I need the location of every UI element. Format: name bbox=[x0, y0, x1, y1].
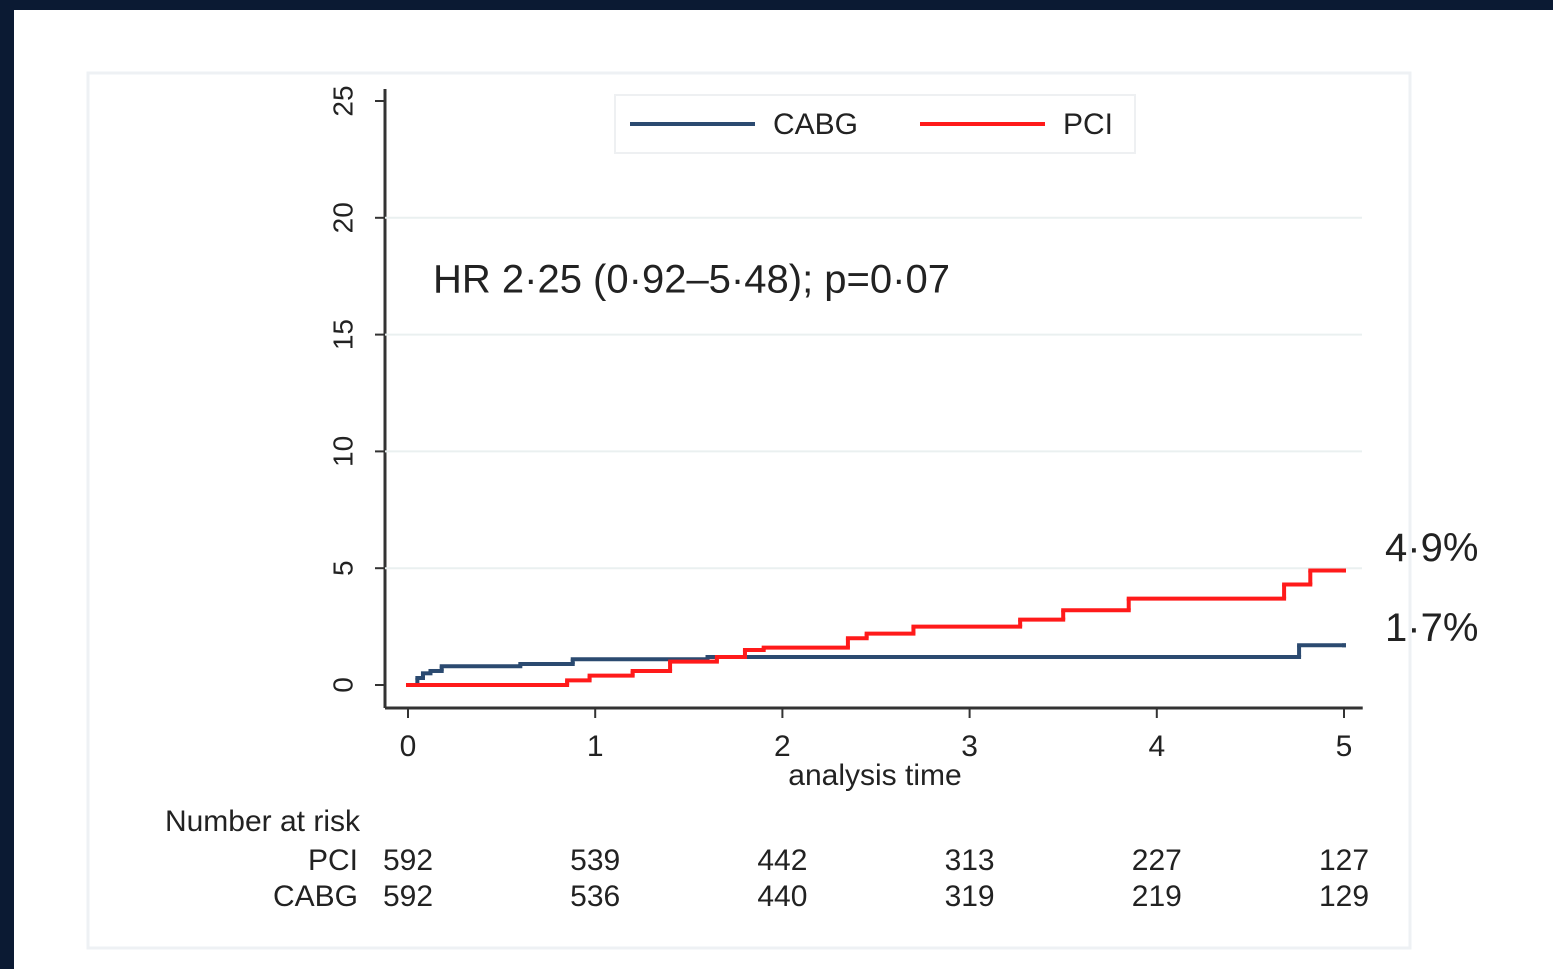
x-tick-label: 3 bbox=[961, 730, 978, 763]
risk-value: 592 bbox=[383, 844, 433, 877]
end-label: 1·7% bbox=[1385, 606, 1478, 650]
x-tick-label: 2 bbox=[774, 730, 791, 763]
y-tick-label: 25 bbox=[327, 85, 358, 116]
risk-value: 440 bbox=[757, 880, 807, 913]
risk-value: 313 bbox=[945, 844, 995, 877]
annotation: HR 2·25 (0·92–5·48); p=0·07 bbox=[433, 258, 950, 302]
risk-value: 592 bbox=[383, 880, 433, 913]
risk-value: 129 bbox=[1319, 880, 1369, 913]
x-tick-label: 1 bbox=[587, 730, 604, 763]
legend-label: PCI bbox=[1063, 108, 1113, 141]
x-axis-label: analysis time bbox=[788, 759, 961, 792]
risk-table-title: Number at risk bbox=[165, 805, 361, 838]
risk-row-name: PCI bbox=[308, 844, 358, 877]
panel bbox=[14, 10, 1553, 969]
risk-value: 536 bbox=[570, 880, 620, 913]
risk-value: 219 bbox=[1132, 880, 1182, 913]
risk-value: 127 bbox=[1319, 844, 1369, 877]
risk-row-name: CABG bbox=[273, 880, 358, 913]
y-tick-label: 15 bbox=[327, 319, 358, 350]
end-label: 4·9% bbox=[1385, 526, 1478, 570]
x-tick-label: 4 bbox=[1148, 730, 1165, 763]
x-tick-label: 5 bbox=[1336, 730, 1353, 763]
legend-label: CABG bbox=[773, 108, 858, 141]
y-tick-label: 10 bbox=[327, 436, 358, 467]
risk-value: 442 bbox=[757, 844, 807, 877]
x-tick-label: 0 bbox=[400, 730, 417, 763]
risk-value: 539 bbox=[570, 844, 620, 877]
y-tick-label: 5 bbox=[327, 560, 358, 576]
plot-frame bbox=[86, 71, 1412, 950]
y-tick-label: 20 bbox=[327, 202, 358, 233]
risk-value: 227 bbox=[1132, 844, 1182, 877]
risk-value: 319 bbox=[945, 880, 995, 913]
y-tick-label: 0 bbox=[327, 677, 358, 693]
